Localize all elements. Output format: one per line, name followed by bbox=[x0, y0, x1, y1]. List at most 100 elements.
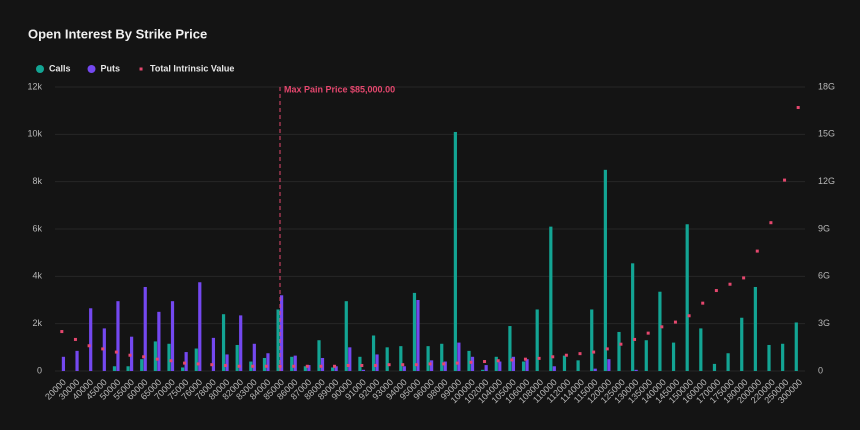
bar bbox=[726, 353, 730, 371]
bar bbox=[348, 347, 352, 371]
bar bbox=[470, 356, 475, 371]
intrinsic-dot bbox=[769, 221, 773, 225]
bar bbox=[562, 355, 567, 371]
bar bbox=[194, 348, 198, 371]
bar bbox=[235, 344, 239, 371]
bar bbox=[211, 337, 216, 371]
bar bbox=[280, 295, 284, 371]
bar bbox=[794, 322, 798, 371]
legend-label: Total Intrinsic Value bbox=[150, 63, 234, 73]
bar bbox=[631, 263, 635, 371]
bar bbox=[262, 357, 267, 371]
y-tick-label: 4k bbox=[32, 271, 42, 281]
intrinsic-dot bbox=[278, 364, 282, 368]
bar bbox=[126, 366, 130, 371]
intrinsic-dot bbox=[333, 364, 337, 368]
bar bbox=[157, 311, 161, 371]
intrinsic-dot bbox=[196, 362, 200, 366]
intrinsic-dot bbox=[701, 301, 705, 305]
intrinsic-dot bbox=[114, 350, 118, 354]
bar bbox=[402, 366, 406, 371]
legend-label: Puts bbox=[101, 63, 121, 73]
intrinsic-dot bbox=[87, 344, 91, 348]
bar bbox=[143, 286, 147, 371]
bar bbox=[712, 363, 717, 371]
bar bbox=[603, 169, 607, 371]
bar bbox=[252, 343, 256, 371]
max-pain-label: Max Pain Price $85,000.00 bbox=[284, 84, 395, 94]
bar bbox=[443, 361, 447, 371]
bar bbox=[225, 354, 229, 371]
intrinsic-dot bbox=[142, 355, 146, 359]
intrinsic-dot bbox=[414, 363, 418, 367]
bar bbox=[416, 300, 420, 371]
intrinsic-dot bbox=[673, 320, 677, 324]
bar bbox=[170, 301, 175, 371]
bar bbox=[167, 343, 171, 371]
intrinsic-dot bbox=[237, 364, 241, 368]
bar bbox=[484, 365, 488, 371]
bar bbox=[481, 369, 485, 371]
bar bbox=[307, 365, 311, 371]
y-tick-label: 12k bbox=[27, 81, 42, 91]
legend-marker bbox=[139, 67, 143, 71]
intrinsic-dot bbox=[783, 178, 787, 182]
bar bbox=[521, 361, 526, 371]
bar bbox=[361, 369, 366, 371]
y2-tick-label: 12G bbox=[818, 176, 835, 186]
y-tick-label: 10k bbox=[27, 129, 42, 139]
bar bbox=[221, 314, 226, 371]
bar bbox=[130, 336, 134, 371]
intrinsic-dot bbox=[292, 364, 296, 368]
bar bbox=[453, 131, 457, 371]
bar bbox=[535, 309, 539, 371]
intrinsic-dot bbox=[496, 359, 500, 363]
bar bbox=[426, 346, 430, 371]
bar bbox=[320, 357, 325, 371]
intrinsic-dot bbox=[264, 364, 268, 368]
intrinsic-dot bbox=[469, 360, 473, 364]
bar bbox=[153, 341, 157, 371]
intrinsic-dot bbox=[646, 331, 650, 335]
bar bbox=[440, 343, 444, 371]
intrinsic-dot bbox=[210, 363, 214, 367]
bar bbox=[399, 346, 403, 371]
y2-tick-label: 9G bbox=[818, 223, 830, 233]
intrinsic-dot bbox=[360, 363, 364, 367]
bar bbox=[498, 361, 502, 371]
intrinsic-dot bbox=[223, 363, 227, 367]
bar bbox=[375, 354, 379, 371]
bar bbox=[590, 309, 594, 371]
bar bbox=[576, 360, 580, 371]
bar bbox=[239, 315, 243, 371]
intrinsic-dot bbox=[155, 357, 159, 361]
bar bbox=[317, 340, 321, 371]
intrinsic-dot bbox=[373, 363, 377, 367]
bar bbox=[494, 356, 498, 371]
bar bbox=[75, 350, 79, 371]
bar bbox=[303, 366, 307, 371]
y-tick-label: 0 bbox=[37, 365, 42, 375]
intrinsic-dot bbox=[346, 363, 350, 367]
y-tick-label: 6k bbox=[32, 223, 42, 233]
intrinsic-dot bbox=[319, 364, 323, 368]
bar bbox=[634, 369, 638, 371]
intrinsic-dot bbox=[305, 364, 309, 368]
bar bbox=[671, 342, 676, 371]
intrinsic-dot bbox=[455, 361, 459, 365]
bar bbox=[593, 368, 597, 371]
intrinsic-dot bbox=[660, 325, 664, 329]
bar bbox=[552, 366, 556, 371]
bar bbox=[266, 353, 270, 371]
bar bbox=[685, 224, 689, 371]
intrinsic-dot bbox=[728, 282, 732, 286]
intrinsic-dot bbox=[128, 353, 132, 357]
bar bbox=[511, 356, 516, 371]
y-tick-label: 8k bbox=[32, 176, 42, 186]
bar bbox=[508, 326, 512, 371]
intrinsic-dot bbox=[592, 350, 596, 354]
bar bbox=[385, 347, 389, 371]
intrinsic-dot bbox=[578, 352, 582, 356]
bar bbox=[781, 343, 785, 371]
